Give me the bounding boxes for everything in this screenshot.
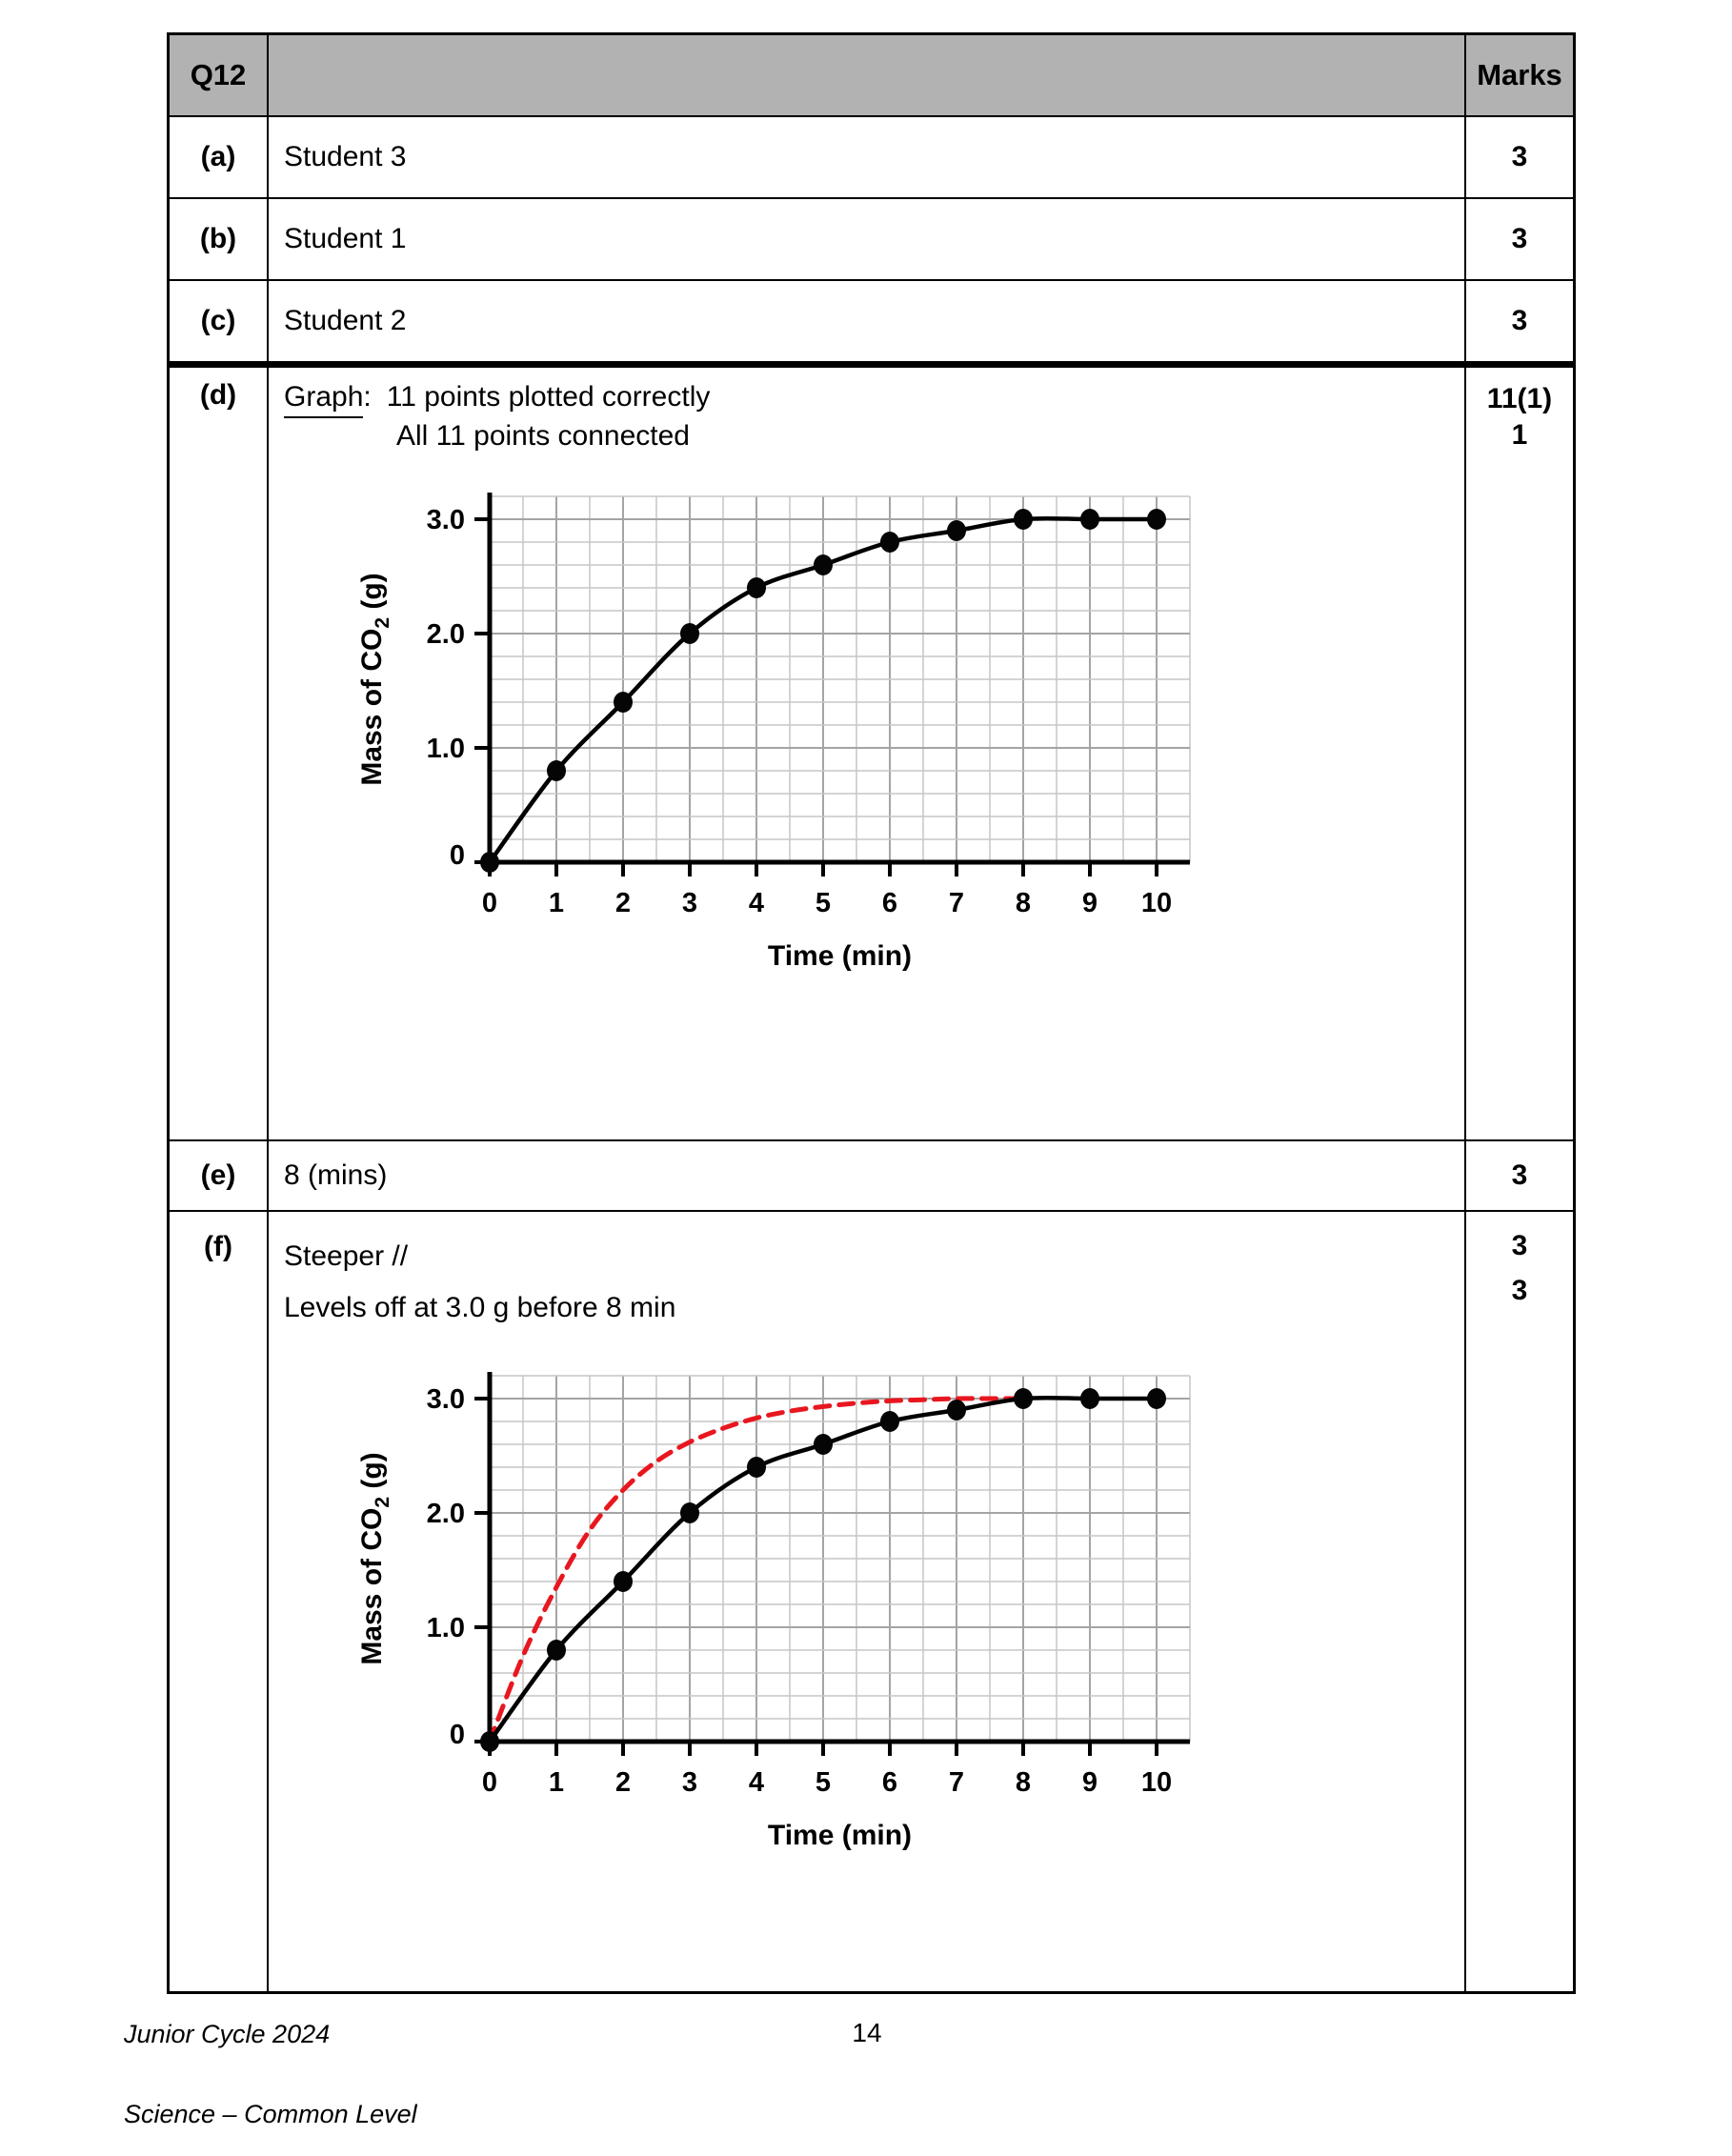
svg-text:4: 4	[749, 1767, 764, 1798]
answer-text: Student 3	[269, 117, 1466, 197]
svg-text:3.0: 3.0	[427, 505, 465, 535]
data-curve	[487, 515, 1159, 865]
header-spacer	[269, 35, 1466, 115]
svg-text:0: 0	[450, 1720, 465, 1750]
svg-text:2: 2	[615, 888, 631, 918]
svg-text:9: 9	[1082, 1767, 1098, 1798]
svg-text:3: 3	[682, 888, 697, 918]
answer-line-1: Steeper //	[284, 1240, 409, 1272]
table-row-c: (c) Student 2 3	[170, 279, 1573, 361]
svg-text:1.0: 1.0	[427, 1613, 465, 1643]
marks-column-header: Marks	[1477, 58, 1562, 91]
question-number: Q12	[170, 35, 269, 115]
chart-svg: 0 1 2 3 4 5 6 7 8 9 10 0 1.0 2.0 3.0 Time (min) Mass of …	[356, 493, 1191, 972]
footer-subject-level: Science – Common Level	[124, 2100, 417, 2128]
svg-text:5: 5	[816, 888, 831, 918]
footer-exam-title: Junior Cycle 2024	[124, 2020, 331, 2048]
answer-block: Steeper // Levels off at 3.0 g before 8 …	[269, 1212, 1466, 1991]
graph-word-underlined: Graph	[284, 379, 364, 418]
svg-text:1: 1	[549, 1767, 564, 1798]
table-row-a: (a) Student 3 3	[170, 115, 1573, 197]
x-axis-label: Time (min)	[768, 940, 912, 972]
svg-text:7: 7	[949, 1767, 964, 1798]
answer-block: Graph: 11 points plotted correctly All 1…	[269, 368, 1466, 1139]
co2-time-graph: 0 1 2 3 4 5 6 7 8 9 10 0 1.0 2.0 3.0 Time (min) Mass of …	[328, 470, 1464, 992]
marks-block: 11(1) 1	[1466, 368, 1573, 1139]
svg-text:2.0: 2.0	[427, 1499, 465, 1529]
dashed-curve	[487, 1396, 1026, 1744]
colon: :	[363, 381, 372, 413]
svg-text:7: 7	[949, 888, 964, 918]
table-row-f: (f) Steeper // Levels off at 3.0 g befor…	[170, 1210, 1573, 1991]
table-row-e: (e) 8 (mins) 3	[170, 1139, 1573, 1210]
data-curve	[487, 1395, 1159, 1744]
svg-text:6: 6	[882, 1767, 897, 1798]
co2-time-graph-with-sketch: 0 1 2 3 4 5 6 7 8 9 10 0 1.0 2.0 3.0 Time (min) Mass of …	[328, 1349, 1464, 1871]
svg-text:0: 0	[482, 888, 497, 918]
criterion-line-1: 11 points plotted correctly	[386, 381, 711, 413]
svg-text:0: 0	[482, 1767, 497, 1798]
svg-text:10: 10	[1141, 888, 1172, 918]
svg-text:3.0: 3.0	[427, 1384, 465, 1415]
table-header-row: Q12 Marks	[170, 35, 1573, 115]
part-label: (f)	[170, 1212, 269, 1991]
part-label: (b)	[170, 199, 269, 279]
marks-value: 3	[1511, 1230, 1528, 1261]
marking-scheme-table: Q12 Marks (a) Student 3 3 (b) Student 1 …	[167, 32, 1576, 1994]
answer-text: 8 (mins)	[269, 1141, 1466, 1210]
part-label: (a)	[170, 117, 269, 197]
svg-text:3: 3	[682, 1767, 697, 1798]
svg-text:1.0: 1.0	[427, 734, 465, 764]
marks-value: 3	[1511, 223, 1528, 254]
table-row-d: (d) Graph: 11 points plotted correctly A…	[170, 361, 1573, 1139]
graph-heading: Graph: 11 points plotted correctly	[284, 379, 1464, 418]
y-axis-label: Mass of CO2 (g)	[356, 573, 393, 785]
svg-text:8: 8	[1016, 888, 1031, 918]
marks-value: 3	[1511, 141, 1528, 172]
table-row-b: (b) Student 1 3	[170, 197, 1573, 279]
part-label: (e)	[170, 1141, 269, 1210]
svg-text:10: 10	[1141, 1767, 1172, 1798]
svg-text:8: 8	[1016, 1767, 1031, 1798]
svg-text:2: 2	[615, 1767, 631, 1798]
svg-text:9: 9	[1082, 888, 1098, 918]
page-number: 14	[852, 2018, 882, 2047]
part-label: (c)	[170, 281, 269, 361]
svg-text:2.0: 2.0	[427, 619, 465, 650]
marks-value: 3	[1511, 1275, 1528, 1306]
svg-text:4: 4	[749, 888, 764, 918]
y-axis-label: Mass of CO2 (g)	[356, 1452, 393, 1664]
marks-value: 3	[1511, 305, 1528, 336]
svg-text:0: 0	[450, 840, 465, 871]
svg-text:1: 1	[549, 888, 564, 918]
svg-text:5: 5	[816, 1767, 831, 1798]
marks-value: 3	[1511, 1159, 1528, 1191]
marks-value: 1	[1511, 419, 1528, 451]
criterion-line-2: All 11 points connected	[396, 420, 690, 452]
x-axis-label: Time (min)	[768, 1820, 912, 1851]
answer-line-2: Levels off at 3.0 g before 8 min	[284, 1292, 676, 1323]
answer-text: Student 2	[269, 281, 1466, 361]
svg-text:6: 6	[882, 888, 897, 918]
marks-value: 11(1)	[1486, 383, 1553, 414]
answer-text: Student 1	[269, 199, 1466, 279]
marks-block: 3 3	[1466, 1212, 1573, 1991]
part-label: (d)	[170, 368, 269, 1139]
chart-svg: 0 1 2 3 4 5 6 7 8 9 10 0 1.0 2.0 3.0 Time (min) Mass of …	[356, 1372, 1191, 1851]
